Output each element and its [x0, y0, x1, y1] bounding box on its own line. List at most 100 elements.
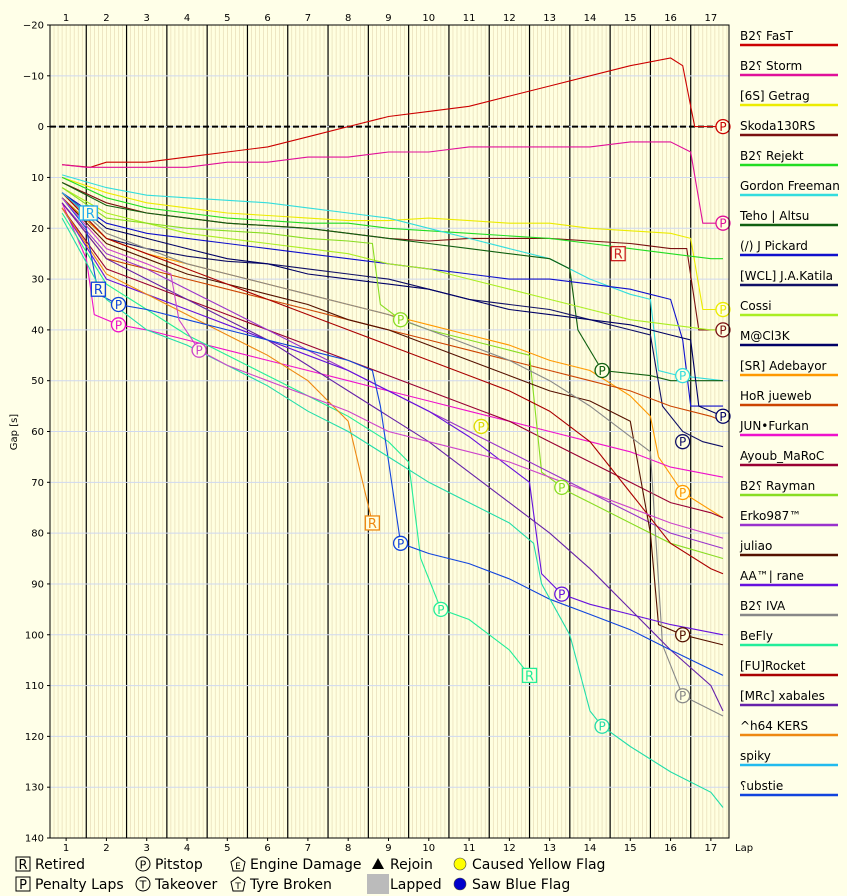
- key-label: Penalty Laps: [35, 877, 124, 893]
- key-icon-letter: R: [18, 858, 27, 873]
- key-icon-letter: T: [139, 879, 147, 892]
- rejoin-triangle-icon: [372, 858, 384, 869]
- y-tick-label: −10: [23, 71, 44, 82]
- legend-entry-label: [WCL] J.A.Katila: [740, 269, 833, 283]
- legend-entry-label: [6S] Getrag: [740, 89, 810, 103]
- x-tick-label-bottom: 7: [305, 843, 311, 854]
- series-line: [61, 192, 724, 575]
- x-tick-label-bottom: 5: [224, 843, 230, 854]
- pitstop-marker: P: [191, 342, 207, 358]
- pitstop-marker-circle: [675, 434, 691, 450]
- retired-marker-letter: R: [94, 283, 103, 298]
- x-tick-label-bottom: 4: [184, 843, 190, 854]
- key-square-icon: [15, 856, 31, 872]
- x-tick-label-top: 2: [103, 13, 109, 24]
- key-circle-icon: [135, 876, 151, 892]
- pitstop-marker: P: [715, 118, 731, 135]
- x-tick-label-top: 14: [584, 13, 597, 24]
- pitstop-marker-letter: P: [679, 435, 686, 449]
- pitstop-marker-letter: P: [679, 369, 686, 383]
- pitstop-marker: P: [392, 535, 409, 551]
- key-circle-icon: [135, 856, 151, 872]
- pitstop-marker-circle: [675, 484, 691, 501]
- x-tick-label-bottom: 12: [503, 843, 516, 854]
- pitstop-marker-letter: P: [598, 364, 605, 378]
- retired-marker-box: [521, 667, 538, 684]
- retired-marker: R: [521, 667, 538, 684]
- series-lines: [61, 57, 724, 808]
- x-tick-label-top: 16: [664, 13, 677, 24]
- y-tick-label: 70: [31, 478, 44, 489]
- key-label: Tyre Broken: [249, 877, 332, 893]
- pitstop-marker-letter: P: [397, 537, 404, 551]
- y-tick-label: 90: [31, 579, 44, 590]
- x-tick-label-top: 1: [63, 13, 69, 24]
- key-label: Takeover: [154, 877, 217, 893]
- series-line: [61, 192, 723, 407]
- series-line: [61, 197, 724, 539]
- key-label: Saw Blue Flag: [472, 877, 570, 893]
- pitstop-marker-circle: [110, 296, 127, 313]
- x-tick-label-top: 11: [463, 13, 476, 24]
- pitstop-marker-circle: [715, 215, 731, 231]
- x-tick-label-top: 15: [624, 13, 637, 24]
- key-pentagon-icon: [230, 876, 246, 892]
- pitstop-marker: P: [594, 718, 610, 734]
- series-line: [61, 197, 724, 676]
- key-icon-letter: P: [140, 859, 147, 872]
- pitstop-marker-letter: P: [437, 603, 444, 617]
- x-tick-label-top: 17: [704, 13, 717, 24]
- legend-entry-label: B2⸮ Storm: [740, 59, 802, 73]
- pitstop-marker-letter: P: [558, 588, 565, 602]
- pitstop-marker-circle: [675, 367, 691, 384]
- y-tick-label: 40: [31, 325, 44, 336]
- key-label: Retired: [35, 857, 85, 873]
- pitstop-marker-circle: [594, 718, 610, 734]
- x-axis-label: Lap: [735, 843, 753, 854]
- series-line: [62, 57, 723, 168]
- y-tick-label: 140: [25, 834, 44, 845]
- legend-entry-label: AA™| rane: [740, 569, 804, 583]
- x-tick-label-bottom: 10: [422, 843, 435, 854]
- pitstop-marker: P: [392, 312, 409, 328]
- lapped-swatch-icon: [367, 874, 389, 894]
- legend-entry-label: B2⸮ Rejekt: [740, 149, 804, 163]
- pitstop-marker: P: [110, 296, 127, 313]
- y-tick-label: 80: [31, 529, 44, 540]
- series-line: [61, 202, 724, 712]
- pitstop-marker-letter: P: [397, 313, 404, 327]
- key-icon-letter: T: [234, 882, 241, 892]
- pitstop-marker-letter: P: [719, 303, 726, 317]
- pitstop-marker: P: [715, 301, 731, 318]
- x-tick-label-bottom: 6: [264, 843, 270, 854]
- pitstop-marker-letter: P: [679, 689, 686, 703]
- pitstop-marker-letter: P: [719, 323, 726, 337]
- series-line: [61, 212, 530, 676]
- pitstop-marker-circle: [715, 118, 731, 135]
- x-tick-label-top: 6: [264, 13, 270, 24]
- pitstop-marker: P: [675, 627, 691, 643]
- y-tick-label: 0: [38, 122, 44, 133]
- x-tick-label-bottom: 15: [624, 843, 637, 854]
- series-line: [61, 176, 723, 311]
- pitstop-marker-circle: [675, 688, 691, 704]
- pitstop-marker-circle: [110, 317, 127, 333]
- legend-entry-label: M@Cl3K: [740, 329, 791, 343]
- x-tick-label-top: 8: [345, 13, 351, 24]
- retired-marker: R: [90, 281, 107, 298]
- legend-entry-label: (/) J Pickard: [740, 239, 808, 253]
- pitstop-marker-letter: P: [719, 217, 726, 231]
- legend-entry-label: Skoda130RS: [740, 119, 815, 133]
- pitstop-marker-circle: [392, 535, 409, 551]
- pitstop-marker: P: [715, 408, 731, 424]
- y-tick-label: 10: [31, 173, 44, 184]
- pitstop-marker: P: [554, 479, 570, 496]
- x-tick-label-bottom: 16: [664, 843, 677, 854]
- series-line: [61, 187, 723, 331]
- x-tick-label-top: 5: [224, 13, 230, 24]
- x-tick-label-bottom: 2: [103, 843, 109, 854]
- y-tick-label: 60: [31, 427, 44, 438]
- series-line: [61, 202, 724, 422]
- pitstop-marker-circle: [392, 312, 409, 328]
- pitstop-marker-circle: [191, 342, 207, 358]
